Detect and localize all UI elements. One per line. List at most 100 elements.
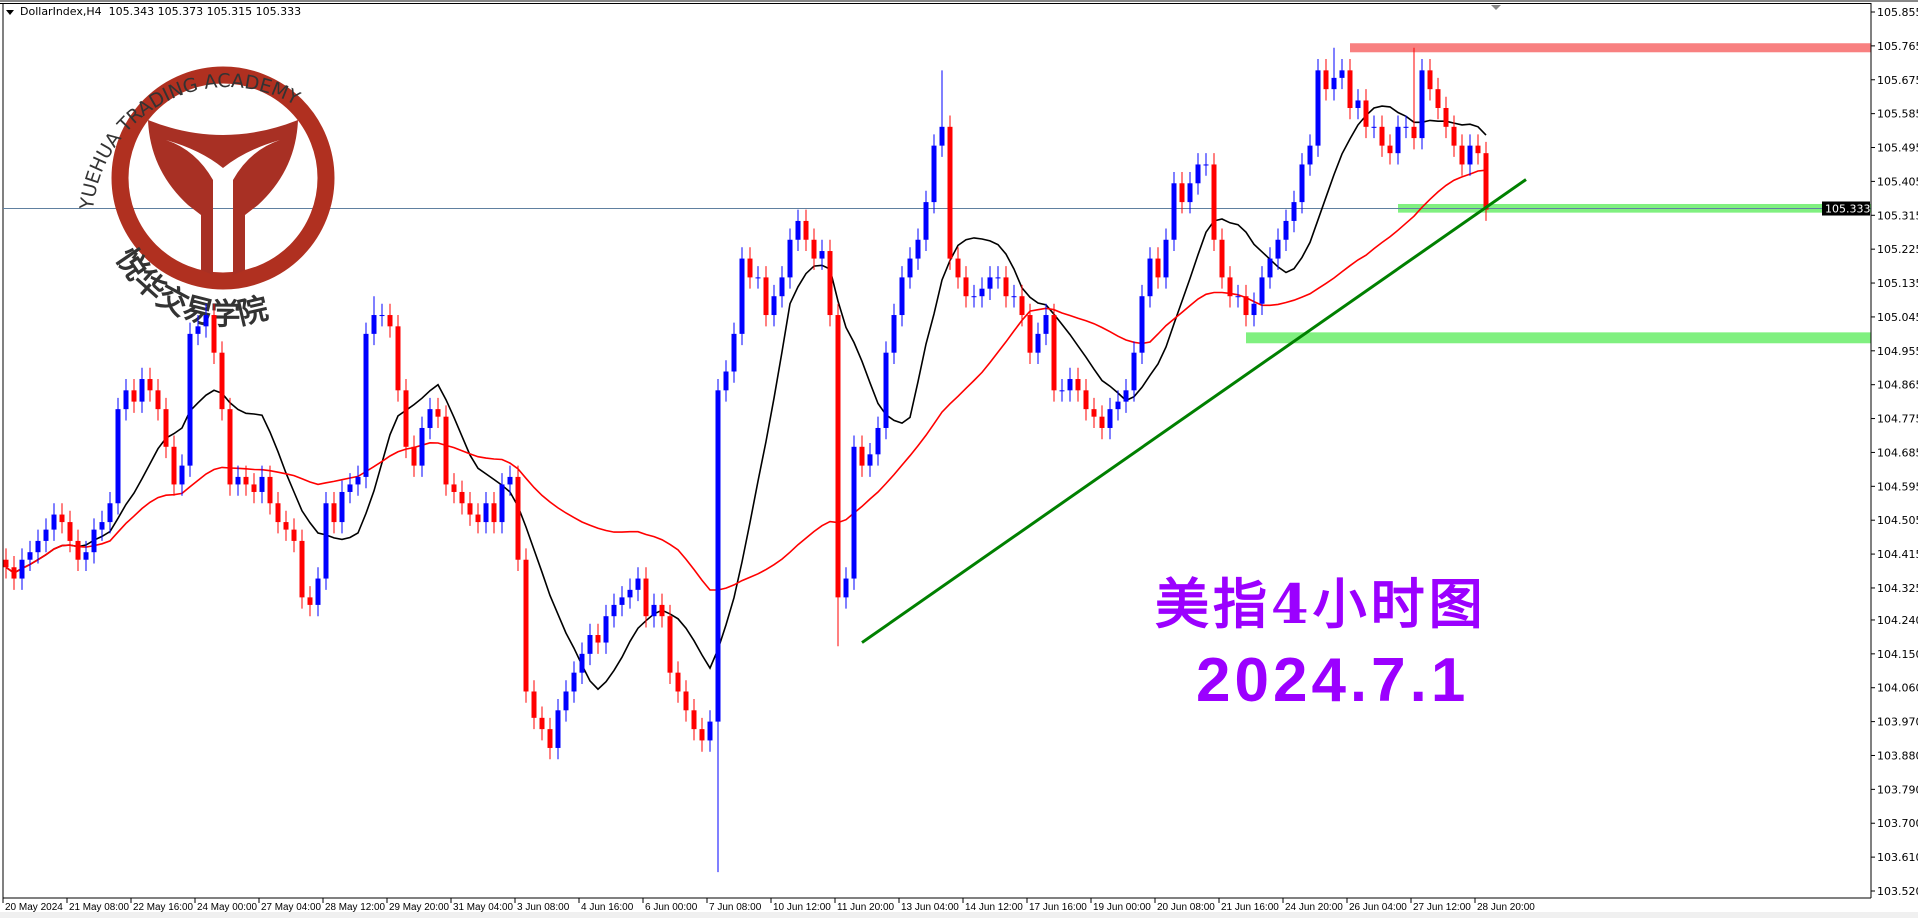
bull-candle	[651, 604, 657, 617]
bear-candle	[531, 691, 537, 718]
bear-candle	[307, 597, 313, 605]
bear-candle	[387, 315, 393, 327]
bull-candle	[787, 239, 793, 278]
bull-candle	[923, 202, 929, 240]
price-tick-label: 104.505	[1877, 514, 1918, 527]
bull-candle	[83, 552, 89, 560]
ohlc-values: 105.343 105.373 105.315 105.333	[108, 5, 302, 18]
time-tick-label: 24 Jun 20:00	[1285, 902, 1343, 913]
time-tick-label: 28 May 12:00	[325, 902, 385, 913]
bull-candle	[1195, 164, 1201, 184]
current-price-label: 105.333	[1822, 201, 1871, 216]
bull-candle	[1371, 126, 1377, 128]
time-tick-label: 27 Jun 12:00	[1413, 902, 1471, 913]
price-tick-label: 105.405	[1877, 175, 1918, 188]
bull-candle	[339, 491, 345, 523]
bear-candle	[75, 540, 81, 560]
bull-candle	[187, 333, 193, 466]
bull-candle	[43, 529, 49, 541]
time-tick-label: 21 May 08:00	[69, 902, 129, 913]
bear-candle	[1227, 277, 1233, 297]
bear-candle	[827, 251, 833, 316]
trendline[interactable]	[861, 178, 1527, 644]
bull-candle	[419, 427, 425, 466]
resistance-zone	[1350, 43, 1871, 53]
price-tick-label: 104.060	[1877, 682, 1918, 695]
time-tick-label: 26 Jun 04:00	[1349, 902, 1407, 913]
time-tick-label: 31 May 04:00	[453, 902, 513, 913]
bull-candle	[1139, 296, 1145, 353]
ma-10-line	[5, 105, 1487, 691]
dropdown-triangle-icon[interactable]	[6, 9, 14, 15]
bull-candle	[1467, 145, 1473, 165]
bull-candle	[1035, 333, 1041, 353]
bull-candle	[51, 514, 57, 530]
bear-candle	[67, 522, 73, 541]
bull-candle	[1315, 70, 1321, 146]
bear-candle	[1363, 100, 1369, 127]
bull-candle	[139, 379, 145, 402]
bear-candle	[667, 616, 673, 673]
bear-candle	[691, 710, 697, 730]
bear-candle	[963, 277, 969, 297]
bear-candle	[3, 559, 9, 568]
bear-candle	[131, 390, 137, 402]
bull-candle	[907, 258, 913, 278]
bear-candle	[491, 503, 497, 523]
bull-candle	[979, 288, 985, 297]
bull-candle	[995, 277, 1001, 279]
bear-candle	[1379, 126, 1385, 146]
bear-candle	[1347, 70, 1353, 108]
bear-candle	[219, 352, 225, 410]
bull-candle	[899, 277, 905, 316]
price-tick-label: 104.240	[1877, 614, 1918, 627]
bull-candle	[819, 251, 825, 259]
price-tick-label: 103.520	[1877, 885, 1918, 898]
time-tick-label: 20 Jun 08:00	[1157, 902, 1215, 913]
bull-candle	[931, 145, 937, 203]
bull-candle	[507, 476, 513, 485]
candles-layer	[3, 47, 1489, 873]
bull-candle	[115, 409, 121, 504]
time-tick-label: 28 Jun 20:00	[1477, 902, 1535, 913]
time-tick-label: 4 Jun 16:00	[581, 902, 634, 913]
bull-candle	[1419, 70, 1425, 139]
price-tick-label: 105.585	[1877, 108, 1918, 121]
price-tick-label: 103.790	[1877, 783, 1918, 796]
time-tick-label: 13 Jun 04:00	[901, 902, 959, 913]
bear-candle	[435, 409, 441, 417]
bull-candle	[563, 691, 569, 711]
time-tick-label: 21 Jun 16:00	[1221, 902, 1279, 913]
bull-candle	[1171, 183, 1177, 240]
bull-candle	[619, 597, 625, 605]
price-tick-label: 104.865	[1877, 379, 1918, 392]
bull-candle	[1163, 239, 1169, 278]
bull-candle	[1251, 303, 1257, 316]
price-tick-label: 103.880	[1877, 749, 1918, 762]
bull-candle	[1043, 315, 1049, 334]
time-axis[interactable]: 20 May 2024 21 May 08:00 22 May 16:00 24 Ma…	[2, 898, 1535, 913]
bull-candle	[123, 390, 129, 410]
bull-candle	[347, 484, 353, 492]
bull-candle	[779, 277, 785, 297]
bear-candle	[467, 503, 473, 515]
bear-candle	[251, 484, 257, 492]
price-axis[interactable]: 105.855 105.765 105.675 105.585 105.495 105.4…	[1871, 6, 1918, 898]
bear-candle	[643, 578, 649, 617]
bear-candle	[451, 484, 457, 492]
price-tick-label: 104.775	[1877, 413, 1918, 426]
bull-candle	[883, 352, 889, 428]
bear-candle	[1019, 296, 1025, 316]
bull-candle	[1011, 296, 1017, 298]
bear-candle	[291, 529, 297, 541]
bear-candle	[147, 379, 153, 391]
bear-candle	[11, 567, 17, 579]
scroll-marker-icon[interactable]	[1491, 5, 1501, 10]
bear-candle	[1211, 164, 1217, 240]
bull-candle	[259, 476, 265, 492]
bull-candle	[315, 578, 321, 605]
bear-candle	[835, 315, 841, 598]
bull-candle	[715, 390, 721, 722]
bull-candle	[27, 552, 33, 560]
